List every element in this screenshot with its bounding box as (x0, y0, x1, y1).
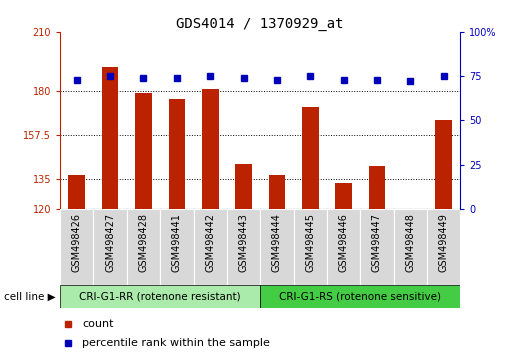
Text: count: count (82, 319, 113, 329)
Bar (360, 209, 393, 285)
Bar (202, 89, 219, 209)
Bar (302, 107, 319, 209)
Text: GSM498446: GSM498446 (338, 213, 348, 272)
Bar (235, 164, 252, 209)
Bar (94, 209, 127, 285)
Text: GSM498426: GSM498426 (72, 213, 82, 272)
Bar (268, 176, 285, 209)
Text: GSM498444: GSM498444 (272, 213, 282, 272)
Bar (102, 67, 119, 209)
Text: GSM498427: GSM498427 (105, 213, 115, 272)
Bar (293, 209, 327, 285)
Bar (227, 209, 260, 285)
Text: CRI-G1-RS (rotenone sensitive): CRI-G1-RS (rotenone sensitive) (279, 291, 441, 302)
Text: GSM498443: GSM498443 (238, 213, 248, 272)
Text: GSM498447: GSM498447 (372, 213, 382, 272)
Text: GSM498428: GSM498428 (139, 213, 149, 272)
Bar (394, 209, 427, 285)
Title: GDS4014 / 1370929_at: GDS4014 / 1370929_at (176, 17, 344, 31)
Bar (160, 209, 194, 285)
Bar (369, 166, 385, 209)
Bar (127, 209, 160, 285)
Text: percentile rank within the sample: percentile rank within the sample (82, 338, 270, 348)
Bar (335, 183, 352, 209)
Text: GSM498442: GSM498442 (205, 213, 215, 272)
Text: cell line ▶: cell line ▶ (4, 291, 55, 302)
Bar (327, 209, 360, 285)
Bar (435, 120, 452, 209)
Text: GSM498448: GSM498448 (405, 213, 415, 272)
Bar (168, 99, 185, 209)
Bar (60, 209, 94, 285)
Bar (69, 176, 85, 209)
Text: GSM498441: GSM498441 (172, 213, 182, 272)
Bar (135, 93, 152, 209)
Bar (260, 209, 293, 285)
Text: GSM498445: GSM498445 (305, 213, 315, 272)
Bar (60, 285, 260, 308)
Text: GSM498449: GSM498449 (439, 213, 449, 272)
Bar (260, 285, 460, 308)
Text: CRI-G1-RR (rotenone resistant): CRI-G1-RR (rotenone resistant) (79, 291, 241, 302)
Bar (194, 209, 227, 285)
Bar (427, 209, 460, 285)
